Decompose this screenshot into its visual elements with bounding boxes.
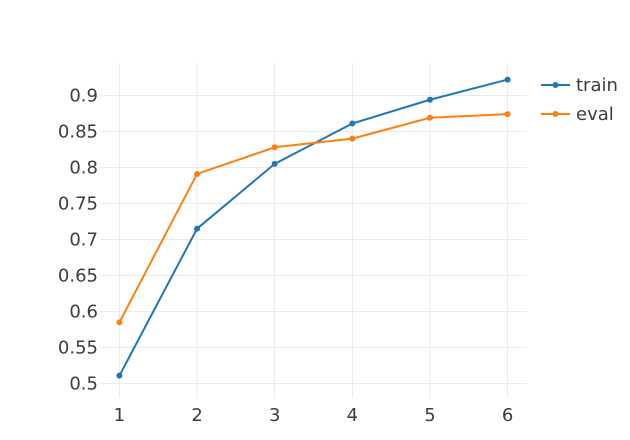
data-point-train [271, 160, 278, 167]
x-axis-tick-labels: 1 2 3 4 5 6 [114, 405, 514, 426]
series-train [116, 76, 511, 379]
series-line-eval [118, 113, 508, 323]
series-line-train [118, 78, 508, 377]
y-axis-tick-labels: 0.5 0.55 0.6 0.65 0.7 0.75 0.8 0.85 0.9 [58, 85, 98, 394]
legend-swatch-marker [552, 82, 559, 88]
x-tick-label: 6 [502, 405, 513, 426]
x-tick-label: 5 [424, 405, 435, 426]
data-point-eval [349, 135, 356, 142]
x-tick-label: 3 [269, 405, 280, 426]
y-tick-label: 0.65 [58, 266, 98, 287]
legend-swatch-marker [552, 111, 559, 117]
legend-item-eval[interactable]: eval [541, 104, 614, 125]
data-point-train [194, 225, 201, 232]
series-eval [116, 111, 511, 326]
data-point-train [116, 372, 123, 379]
y-tick-label: 0.85 [58, 121, 98, 142]
legend[interactable]: train eval [541, 75, 618, 125]
data-point-train [349, 120, 356, 127]
legend-label: train [576, 75, 618, 96]
y-tick-label: 0.8 [69, 157, 98, 178]
y-tick-label: 0.9 [69, 85, 98, 106]
data-point-eval [504, 111, 511, 118]
data-point-eval [426, 114, 433, 121]
y-tick-label: 0.6 [69, 302, 98, 323]
y-tick-label: 0.55 [58, 338, 98, 359]
y-tick-label: 0.7 [69, 230, 98, 251]
grid-lines [100, 63, 527, 398]
data-point-train [426, 96, 433, 103]
data-point-eval [116, 319, 123, 326]
legend-item-train[interactable]: train [541, 75, 618, 96]
x-tick-label: 1 [114, 405, 125, 426]
legend-label: eval [576, 104, 614, 125]
y-tick-label: 0.75 [58, 193, 98, 214]
data-point-train [504, 76, 511, 83]
data-point-eval [194, 170, 201, 177]
data-point-eval [271, 144, 278, 151]
series-layer [116, 76, 511, 379]
y-tick-label: 0.5 [69, 374, 98, 395]
x-tick-label: 4 [347, 405, 358, 426]
x-tick-label: 2 [191, 405, 202, 426]
